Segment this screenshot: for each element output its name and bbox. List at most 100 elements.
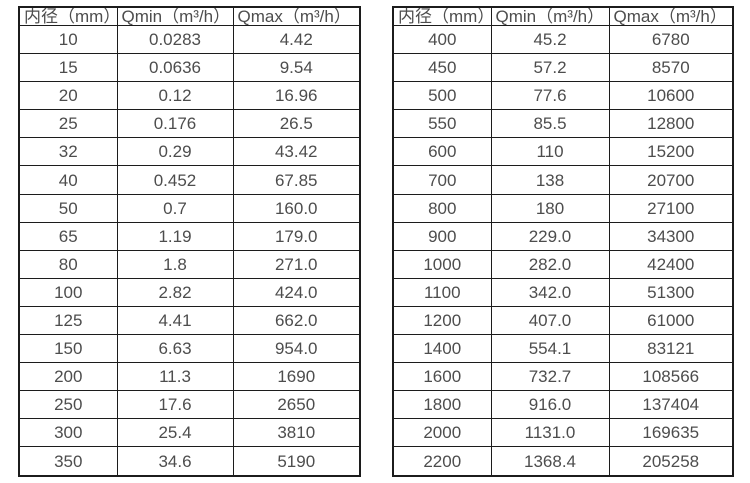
- table-cell: 0.29: [116, 137, 234, 167]
- table-row: 500 77.6 10600: [392, 81, 734, 111]
- table-cell: 9.54: [232, 53, 361, 83]
- table-cell: 0.12: [116, 81, 234, 111]
- column-header: Qmax（m³/h）: [232, 6, 361, 26]
- table-cell: 169635: [608, 418, 734, 448]
- table-cell: 1690: [232, 362, 361, 392]
- table-cell: 67.85: [232, 165, 361, 195]
- table-cell: 42400: [608, 249, 734, 279]
- table-cell: 350: [18, 446, 118, 477]
- table-cell: 500: [392, 81, 492, 111]
- table-row: 125 4.41 662.0: [18, 305, 361, 336]
- table-cell: 229.0: [490, 221, 610, 251]
- table-cell: 2200: [392, 446, 492, 477]
- table-cell: 0.0283: [116, 24, 234, 55]
- table-row: 600 110 15200: [392, 137, 734, 167]
- header-row: 内径（mm） Qmin（m³/h） Qmax（m³/h）: [18, 6, 361, 26]
- table-cell: 45.2: [490, 24, 610, 55]
- table-cell: 0.0636: [116, 53, 234, 83]
- table-cell: 32: [18, 137, 118, 167]
- table-cell: 43.42: [232, 137, 361, 167]
- table-row: 2000 1131.0 169635: [392, 418, 734, 448]
- flow-spec-table-large-diameters: 内径（mm） Qmin（m³/h） Qmax（m³/h） 400 45.2 6780 45…: [392, 6, 734, 477]
- table-row: 50 0.7 160.0: [18, 193, 361, 223]
- table-cell: 1100: [392, 277, 492, 307]
- table-cell: 10600: [608, 81, 734, 111]
- table-row: 1400 554.1 83121: [392, 334, 734, 364]
- table-row: 32 0.29 43.42: [18, 137, 361, 167]
- table-cell: 450: [392, 53, 492, 83]
- table-cell: 342.0: [490, 277, 610, 307]
- table-row: 10 0.0283 4.42: [18, 24, 361, 55]
- table-cell: 900: [392, 221, 492, 251]
- table-cell: 83121: [608, 334, 734, 364]
- table-cell: 205258: [608, 446, 734, 477]
- table-cell: 1800: [392, 390, 492, 420]
- table-cell: 0.7: [116, 193, 234, 223]
- table-cell: 1200: [392, 305, 492, 336]
- table-row: 550 85.5 12800: [392, 109, 734, 139]
- table-row: 1100 342.0 51300: [392, 277, 734, 307]
- table-cell: 40: [18, 165, 118, 195]
- table-row: 200 11.3 1690: [18, 362, 361, 392]
- table-cell: 110: [490, 137, 610, 167]
- table-cell: 554.1: [490, 334, 610, 364]
- table-cell: 108566: [608, 362, 734, 392]
- table-cell: 50: [18, 193, 118, 223]
- table-cell: 916.0: [490, 390, 610, 420]
- table-cell: 271.0: [232, 249, 361, 279]
- table-cell: 160.0: [232, 193, 361, 223]
- table-cell: 138: [490, 165, 610, 195]
- table-cell: 34300: [608, 221, 734, 251]
- table-cell: 300: [18, 418, 118, 448]
- table-cell: 2650: [232, 390, 361, 420]
- table-row: 300 25.4 3810: [18, 418, 361, 448]
- table-cell: 5190: [232, 446, 361, 477]
- header-row: 内径（mm） Qmin（m³/h） Qmax（m³/h）: [392, 6, 734, 26]
- table-row: 2200 1368.4 205258: [392, 446, 734, 477]
- table-cell: 2000: [392, 418, 492, 448]
- table-cell: 954.0: [232, 334, 361, 364]
- table-cell: 10: [18, 24, 118, 55]
- table-cell: 1000: [392, 249, 492, 279]
- table-cell: 25.4: [116, 418, 234, 448]
- table-cell: 61000: [608, 305, 734, 336]
- table-row: 900 229.0 34300: [392, 221, 734, 251]
- table-cell: 27100: [608, 193, 734, 223]
- table-cell: 800: [392, 193, 492, 223]
- table-cell: 250: [18, 390, 118, 420]
- flow-spec-table-small-diameters: 内径（mm） Qmin（m³/h） Qmax（m³/h） 10 0.0283 4.42 1…: [18, 6, 361, 477]
- table-cell: 150: [18, 334, 118, 364]
- table-cell: 1400: [392, 334, 492, 364]
- column-header: 内径（mm）: [392, 6, 492, 26]
- table-cell: 100: [18, 277, 118, 307]
- column-header: Qmin（m³/h）: [116, 6, 234, 26]
- table-cell: 20: [18, 81, 118, 111]
- table-cell: 16.96: [232, 81, 361, 111]
- table-row: 250 17.6 2650: [18, 390, 361, 420]
- table-cell: 65: [18, 221, 118, 251]
- table-cell: 34.6: [116, 446, 234, 477]
- table-cell: 1.19: [116, 221, 234, 251]
- table-cell: 550: [392, 109, 492, 139]
- table-cell: 20700: [608, 165, 734, 195]
- table-cell: 15200: [608, 137, 734, 167]
- table-cell: 1600: [392, 362, 492, 392]
- table-cell: 11.3: [116, 362, 234, 392]
- table-row: 100 2.82 424.0: [18, 277, 361, 307]
- table-cell: 6780: [608, 24, 734, 55]
- table-cell: 1131.0: [490, 418, 610, 448]
- table-cell: 6.63: [116, 334, 234, 364]
- table-row: 400 45.2 6780: [392, 24, 734, 55]
- table-cell: 57.2: [490, 53, 610, 83]
- table-cell: 0.452: [116, 165, 234, 195]
- column-header: Qmax（m³/h）: [608, 6, 734, 26]
- table-cell: 662.0: [232, 305, 361, 336]
- table-cell: 180: [490, 193, 610, 223]
- table-header-row: 内径（mm） Qmin（m³/h） Qmax（m³/h）: [18, 6, 361, 26]
- table-cell: 3810: [232, 418, 361, 448]
- column-header: Qmin（m³/h）: [490, 6, 610, 26]
- table-row: 800 180 27100: [392, 193, 734, 223]
- table-header-row: 内径（mm） Qmin（m³/h） Qmax（m³/h）: [392, 6, 734, 26]
- table-cell: 12800: [608, 109, 734, 139]
- table-cell: 4.41: [116, 305, 234, 336]
